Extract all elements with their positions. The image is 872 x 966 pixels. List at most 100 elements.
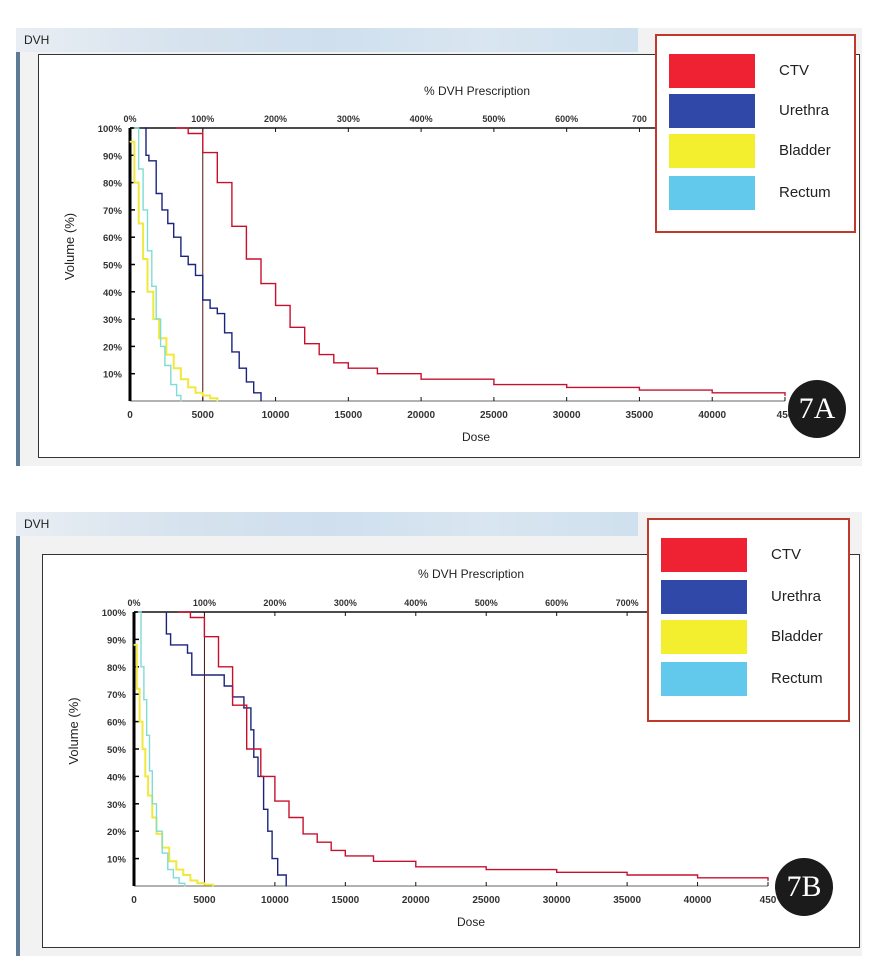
data-point-rectum bbox=[151, 803, 153, 805]
y-tick-label: 30% bbox=[107, 800, 127, 811]
data-point-urethra bbox=[161, 209, 163, 211]
data-point-ctv bbox=[189, 616, 191, 619]
x-tick-label: 10000 bbox=[261, 895, 289, 906]
data-point-ctv bbox=[415, 866, 417, 868]
data-point-urethra bbox=[194, 274, 197, 277]
legend-label: Urethra bbox=[771, 588, 822, 605]
data-point-bladder bbox=[142, 258, 144, 260]
legend-item-bladder: Bladder bbox=[661, 620, 841, 656]
data-point-bladder bbox=[187, 386, 189, 388]
legend-swatch bbox=[661, 662, 747, 696]
data-point-bladder bbox=[155, 833, 158, 835]
x-tick-label: 15000 bbox=[331, 895, 359, 906]
data-point-ctv bbox=[711, 392, 713, 394]
data-point-ctv bbox=[203, 636, 206, 638]
data-point-bladder bbox=[196, 882, 198, 884]
legend-item-bladder: Bladder bbox=[669, 134, 849, 170]
data-point-rectum bbox=[167, 868, 169, 871]
data-point-urethra bbox=[191, 663, 193, 665]
x-tick-label: 25000 bbox=[472, 895, 500, 906]
data-point-ctv bbox=[187, 132, 189, 135]
data-point-rectum bbox=[175, 394, 178, 397]
x-tick-label: 35000 bbox=[613, 895, 641, 906]
y-tick-label: 10% bbox=[107, 855, 127, 866]
data-point-rectum bbox=[164, 364, 166, 367]
legend-label: CTV bbox=[779, 62, 809, 79]
data-point-urethra bbox=[263, 808, 265, 810]
x-tick-label: 35000 bbox=[626, 410, 654, 421]
top-tick-label: 600% bbox=[545, 598, 568, 608]
data-point-urethra bbox=[216, 313, 218, 315]
y-tick-label: 100% bbox=[102, 608, 127, 619]
panel-badge-7b: 7B bbox=[775, 858, 833, 916]
data-point-ctv bbox=[556, 871, 558, 873]
data-point-urethra bbox=[191, 674, 193, 676]
x-tick-label: 20000 bbox=[407, 410, 435, 421]
data-point-urethra bbox=[223, 685, 225, 687]
data-point-ctv bbox=[318, 353, 320, 356]
y-axis-label: Volume (%) bbox=[62, 213, 77, 280]
data-point-ctv bbox=[245, 258, 248, 260]
data-point-bladder bbox=[133, 644, 135, 646]
legend-label: Rectum bbox=[779, 184, 831, 201]
legend-item-urethra: Urethra bbox=[669, 94, 849, 130]
data-point-rectum bbox=[184, 885, 186, 887]
legend-item-rectum: Rectum bbox=[669, 176, 849, 212]
data-point-bladder bbox=[138, 222, 140, 225]
x-tick-label: 40000 bbox=[698, 410, 726, 421]
data-point-rectum bbox=[180, 400, 182, 402]
data-point-urethra bbox=[145, 154, 147, 156]
data-point-bladder bbox=[209, 397, 211, 399]
data-point-ctv bbox=[767, 879, 769, 882]
legend-swatch bbox=[669, 94, 755, 128]
data-point-ctv bbox=[493, 384, 495, 386]
data-point-urethra bbox=[148, 160, 150, 162]
data-point-bladder bbox=[146, 291, 149, 293]
y-tick-label: 50% bbox=[107, 745, 127, 756]
top-tick-label: 300% bbox=[334, 598, 357, 608]
data-point-urethra bbox=[187, 263, 189, 266]
legend-item-rectum: Rectum bbox=[661, 662, 841, 698]
data-point-urethra bbox=[231, 351, 233, 353]
x-axis-label: Dose bbox=[457, 915, 485, 929]
data-point-urethra bbox=[253, 392, 255, 394]
top-tick-label: 0% bbox=[123, 114, 136, 124]
data-point-bladder bbox=[212, 885, 214, 887]
data-point-ctv bbox=[217, 666, 220, 668]
data-point-bladder bbox=[141, 748, 144, 750]
legend-swatch bbox=[661, 620, 747, 654]
legend-swatch bbox=[661, 538, 747, 572]
data-point-ctv bbox=[302, 833, 304, 835]
data-point-ctv bbox=[696, 877, 699, 879]
data-point-ctv bbox=[347, 367, 349, 369]
data-point-ctv bbox=[485, 868, 487, 871]
legend-7b: CTV Urethra Bladder Rectum bbox=[647, 518, 850, 722]
series-line-bladder bbox=[134, 643, 214, 886]
data-point-rectum bbox=[155, 830, 158, 832]
data-point-ctv bbox=[784, 394, 786, 397]
data-point-ctv bbox=[330, 849, 332, 851]
top-tick-label: 200% bbox=[264, 114, 287, 124]
x-tick-label: 0 bbox=[127, 410, 133, 421]
data-point-urethra bbox=[170, 644, 172, 646]
data-point-urethra bbox=[250, 729, 252, 731]
y-tick-label: 80% bbox=[107, 663, 127, 674]
y-tick-label: 30% bbox=[103, 315, 123, 326]
data-point-urethra bbox=[260, 400, 262, 402]
data-point-bladder bbox=[165, 353, 167, 356]
top-tick-label: 100% bbox=[193, 598, 216, 608]
data-point-rectum bbox=[146, 734, 148, 736]
data-point-rectum bbox=[159, 345, 162, 347]
data-point-rectum bbox=[142, 209, 144, 211]
chart-title: % DVH Prescription bbox=[418, 567, 524, 581]
legend-label: CTV bbox=[771, 546, 801, 563]
legend-7a: CTV Urethra Bladder Rectum bbox=[655, 34, 856, 233]
data-point-ctv bbox=[376, 373, 379, 375]
chart-title: % DVH Prescription bbox=[424, 84, 530, 98]
y-tick-label: 40% bbox=[107, 772, 127, 783]
data-point-rectum bbox=[140, 666, 142, 668]
data-point-rectum bbox=[178, 882, 180, 884]
top-tick-label: 700% bbox=[616, 598, 639, 608]
legend-swatch bbox=[669, 54, 755, 88]
top-tick-label: 700 bbox=[632, 114, 647, 124]
